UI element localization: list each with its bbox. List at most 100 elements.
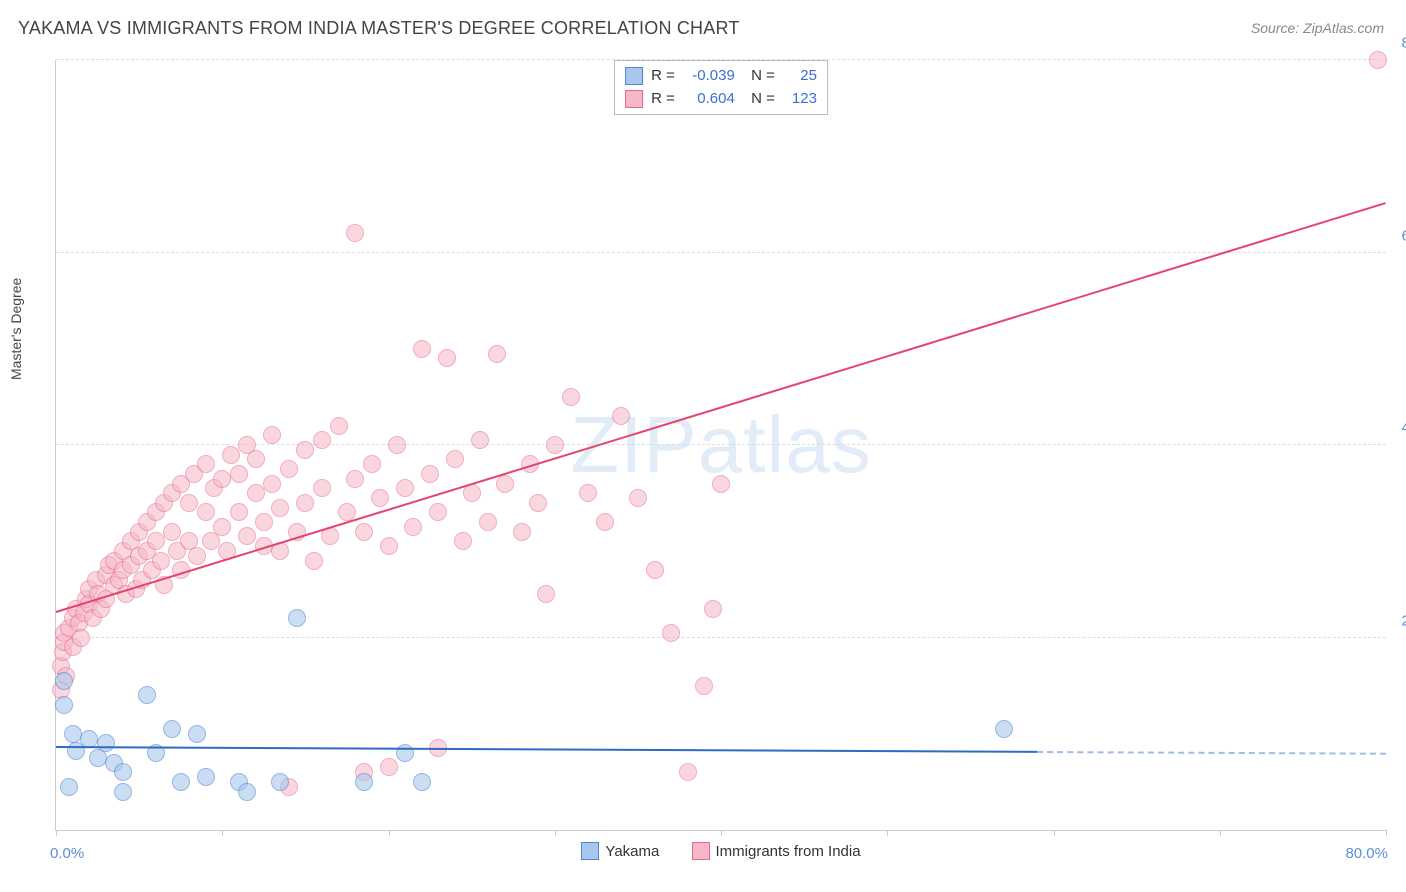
data-point <box>280 460 298 478</box>
chart-title: YAKAMA VS IMMIGRANTS FROM INDIA MASTER'S… <box>18 18 740 39</box>
data-point <box>271 773 289 791</box>
data-point <box>213 470 231 488</box>
data-point <box>355 773 373 791</box>
stats-row-india: R = 0.604 N = 123 <box>625 88 817 111</box>
data-point <box>421 465 439 483</box>
y-tick-label: 20.0% <box>1401 612 1406 629</box>
r-value-yakama: -0.039 <box>683 65 735 88</box>
data-point <box>579 484 597 502</box>
legend-item-india: Immigrants from India <box>692 842 861 860</box>
data-point <box>97 734 115 752</box>
data-point <box>60 778 78 796</box>
data-point <box>72 629 90 647</box>
data-point <box>152 552 170 570</box>
data-point <box>202 532 220 550</box>
data-point <box>263 475 281 493</box>
data-point <box>64 725 82 743</box>
data-point <box>355 523 373 541</box>
data-point <box>296 441 314 459</box>
data-point <box>188 725 206 743</box>
n-label: N = <box>743 88 775 111</box>
n-label: N = <box>743 65 775 88</box>
trend-line <box>56 746 1037 753</box>
y-tick-label: 60.0% <box>1401 227 1406 244</box>
data-point <box>247 484 265 502</box>
gridline <box>56 252 1386 253</box>
data-point <box>471 431 489 449</box>
stats-row-yakama: R = -0.039 N = 25 <box>625 65 817 88</box>
data-point <box>371 489 389 507</box>
x-tick <box>389 830 390 836</box>
x-tick <box>1386 830 1387 836</box>
swatch-india <box>692 842 710 860</box>
y-tick-label: 40.0% <box>1401 420 1406 437</box>
data-point <box>197 768 215 786</box>
data-point <box>197 503 215 521</box>
data-point <box>296 494 314 512</box>
data-point <box>163 523 181 541</box>
data-point <box>404 518 422 536</box>
gridline <box>56 637 1386 638</box>
x-tick <box>56 830 57 836</box>
data-point <box>230 503 248 521</box>
trend-line <box>56 202 1387 613</box>
data-point <box>255 513 273 531</box>
data-point <box>396 479 414 497</box>
x-tick <box>721 830 722 836</box>
data-point <box>163 720 181 738</box>
data-point <box>263 426 281 444</box>
data-point <box>180 494 198 512</box>
data-point <box>80 730 98 748</box>
data-point <box>429 503 447 521</box>
data-point <box>438 349 456 367</box>
data-point <box>222 446 240 464</box>
data-point <box>679 763 697 781</box>
x-tick <box>887 830 888 836</box>
legend-label-india: Immigrants from India <box>716 843 861 860</box>
x-tick <box>1054 830 1055 836</box>
data-point <box>138 686 156 704</box>
data-point <box>529 494 547 512</box>
data-point <box>197 455 215 473</box>
scatter-plot-area: ZIPatlas R = -0.039 N = 25 R = 0.604 N =… <box>55 60 1386 831</box>
r-label: R = <box>651 65 675 88</box>
data-point <box>114 763 132 781</box>
data-point <box>446 450 464 468</box>
data-point <box>695 677 713 695</box>
data-point <box>546 436 564 454</box>
data-point <box>596 513 614 531</box>
data-point <box>646 561 664 579</box>
data-point <box>238 527 256 545</box>
x-tick <box>1220 830 1221 836</box>
data-point <box>313 479 331 497</box>
data-point <box>704 600 722 618</box>
swatch-india <box>625 90 643 108</box>
data-point <box>55 696 73 714</box>
data-point <box>995 720 1013 738</box>
data-point <box>238 783 256 801</box>
n-value-yakama: 25 <box>783 65 817 88</box>
data-point <box>629 489 647 507</box>
data-point <box>413 773 431 791</box>
r-label: R = <box>651 88 675 111</box>
data-point <box>247 450 265 468</box>
y-axis-label: Master's Degree <box>8 278 24 380</box>
data-point <box>513 523 531 541</box>
data-point <box>55 672 73 690</box>
data-point <box>562 388 580 406</box>
data-point <box>313 431 331 449</box>
data-point <box>288 609 306 627</box>
data-point <box>346 224 364 242</box>
trend-line <box>1037 751 1386 755</box>
data-point <box>213 518 231 536</box>
x-tick <box>222 830 223 836</box>
data-point <box>537 585 555 603</box>
legend-label-yakama: Yakama <box>605 843 659 860</box>
data-point <box>496 475 514 493</box>
x-tick-label-max: 80.0% <box>1345 845 1388 862</box>
data-point <box>479 513 497 531</box>
data-point <box>454 532 472 550</box>
data-point <box>413 340 431 358</box>
data-point <box>271 499 289 517</box>
data-point <box>346 470 364 488</box>
